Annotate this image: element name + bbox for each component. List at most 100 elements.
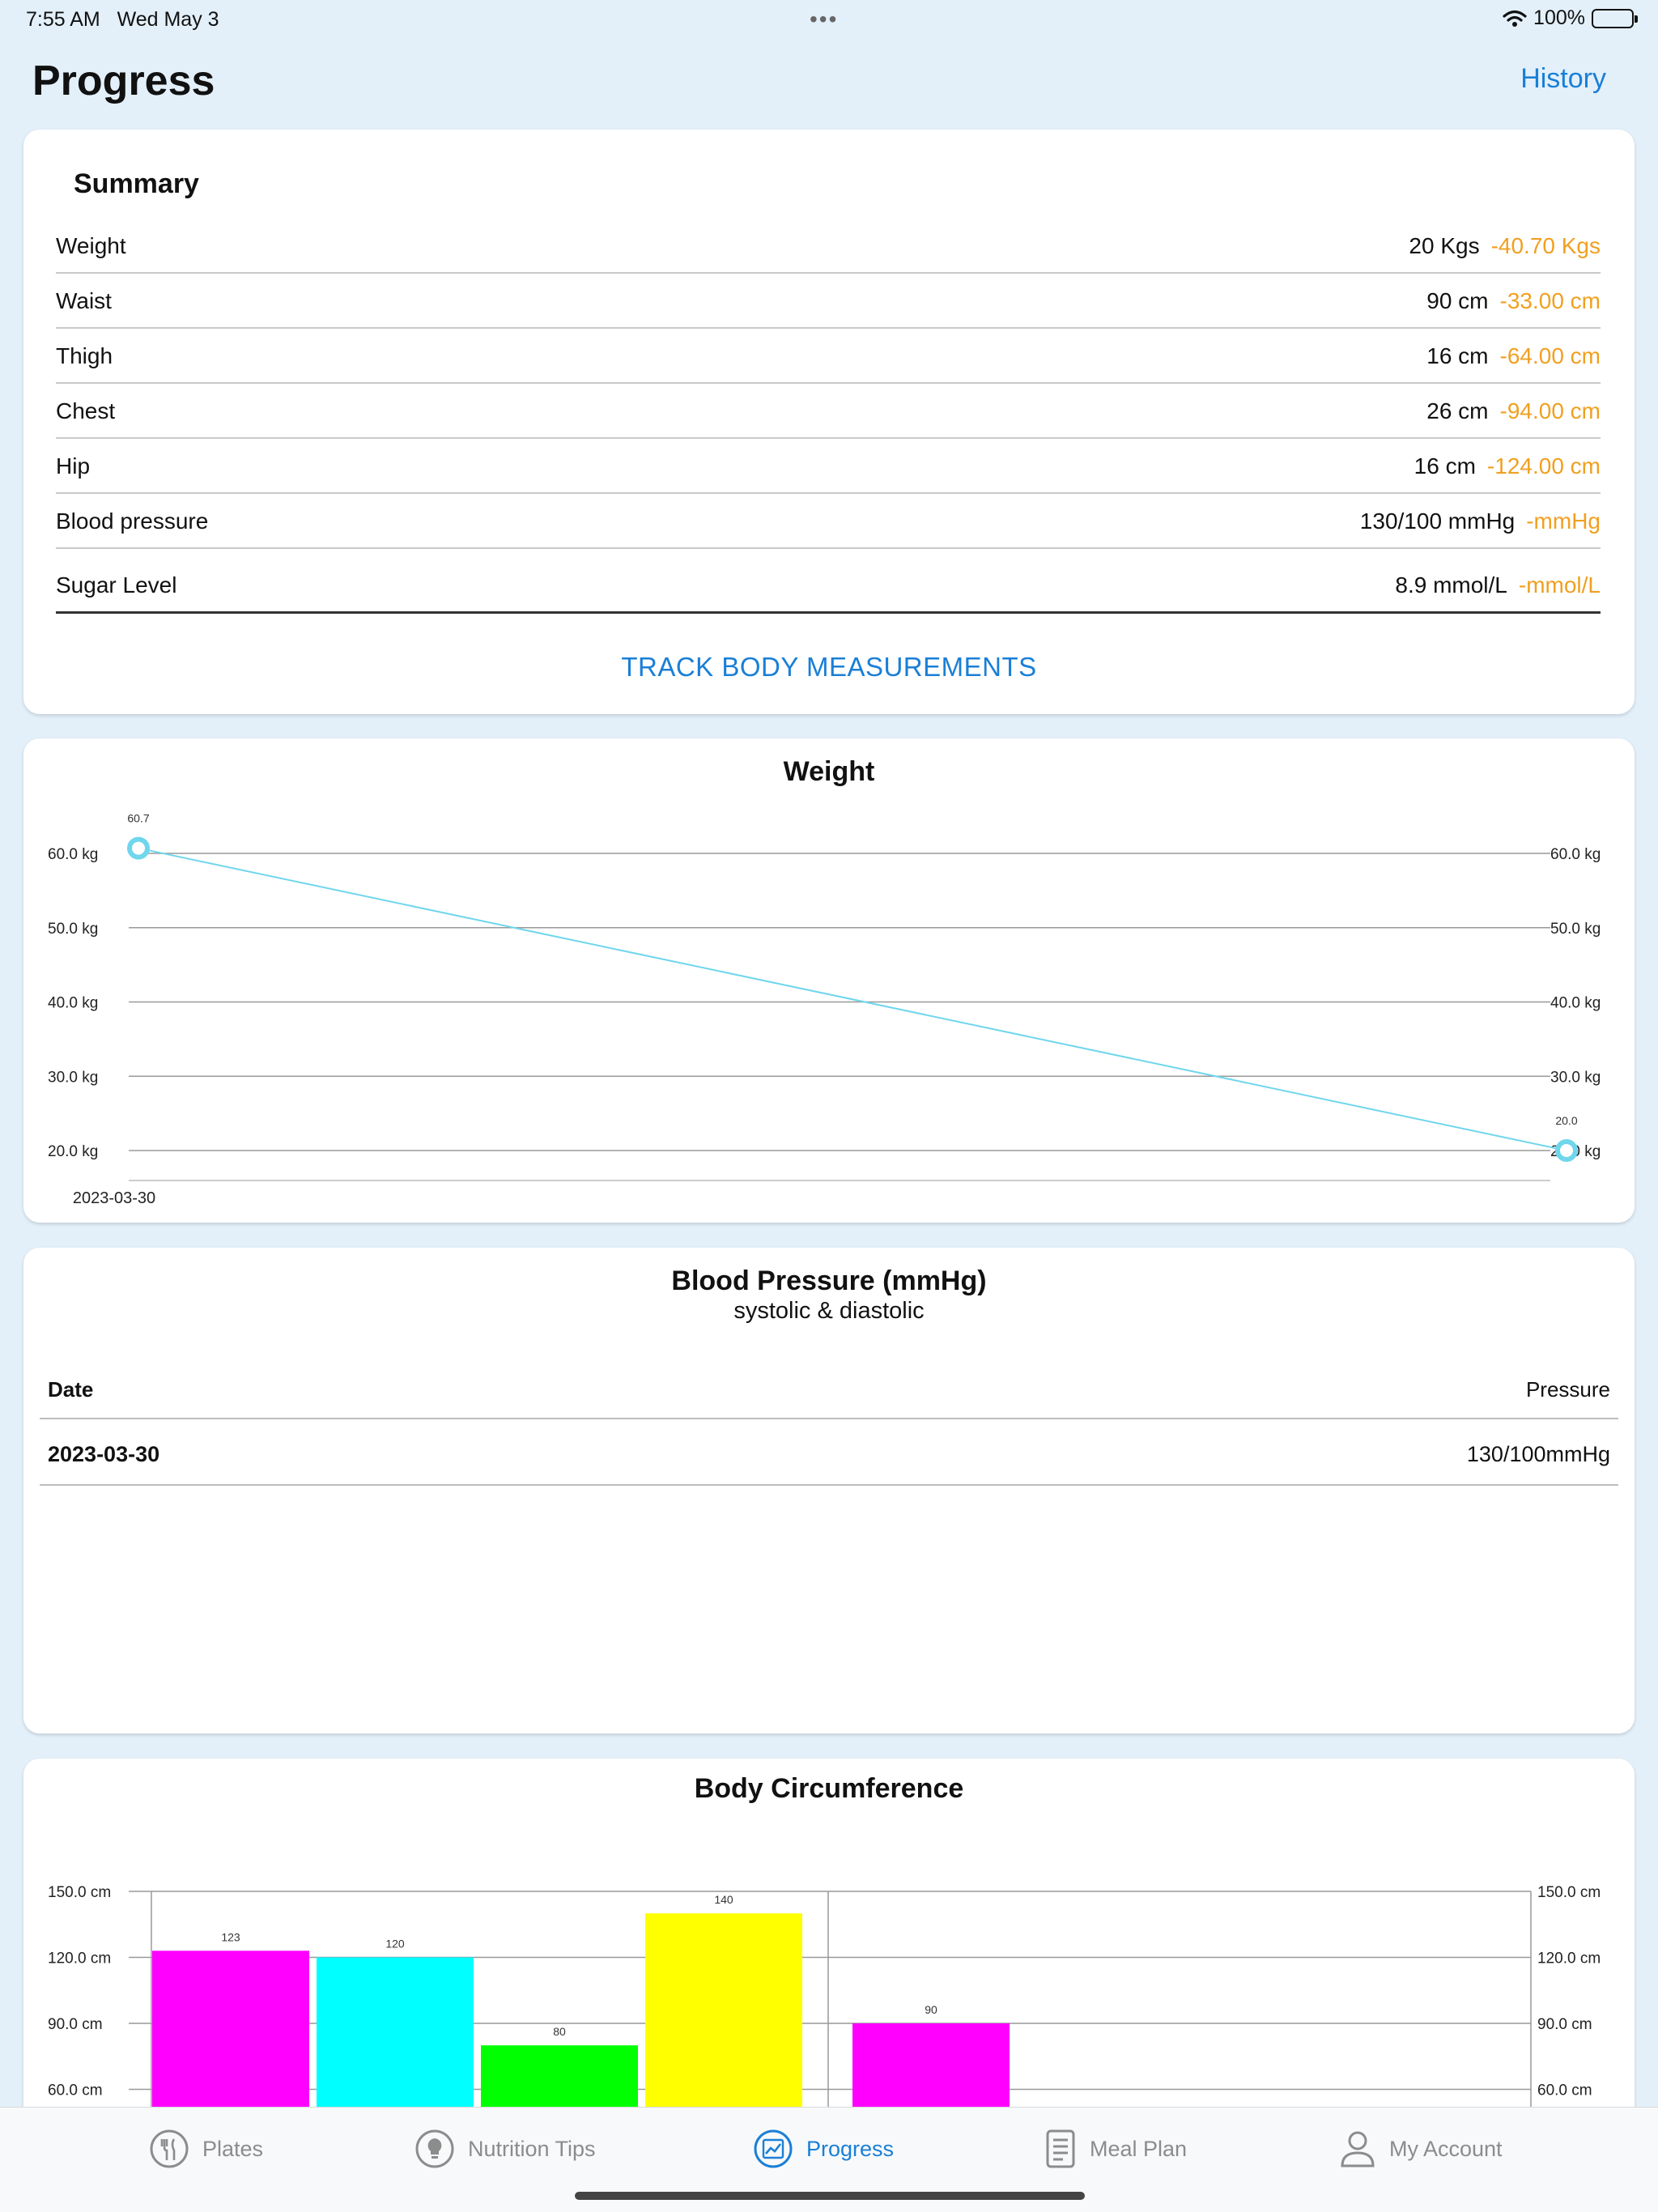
- tab-label: Progress: [806, 2136, 895, 2161]
- tab-my-account[interactable]: My Account: [1339, 2129, 1503, 2169]
- y-tick-label-left: 120.0 cm: [48, 1950, 111, 1967]
- current-value: 26 cm: [1426, 398, 1489, 423]
- y-tick-label-right: 120.0 cm: [1537, 1950, 1601, 1967]
- y-tick-label-right: 150.0 cm: [1537, 1884, 1601, 1901]
- x-tick-label: 2023-03-30: [73, 1189, 155, 1207]
- y-tick-label-right: 50.0 kg: [1550, 921, 1601, 938]
- y-tick-label-right: 60.0 kg: [1550, 846, 1601, 863]
- tab-label: My Account: [1389, 2136, 1503, 2161]
- bar-value-label: 140: [714, 1893, 733, 1906]
- person-icon: [1341, 2131, 1375, 2167]
- home-indicator[interactable]: [575, 2192, 1085, 2200]
- summary-card: Summary Weight 20 Kgs -40.70 Kgs Waist 90 cm…: [23, 130, 1635, 714]
- summary-row-label: Thigh: [56, 343, 113, 368]
- current-value: 90 cm: [1426, 288, 1489, 313]
- page-title: Progress: [32, 57, 215, 104]
- summary-row-value: 16 cm -124.00 cm: [1414, 453, 1601, 479]
- current-value: 16 cm: [1426, 343, 1489, 368]
- current-value: 16 cm: [1414, 453, 1476, 479]
- change-value: -33.00 cm: [1499, 288, 1601, 313]
- y-tick-label-left: 150.0 cm: [48, 1884, 111, 1901]
- blood-pressure-card: Blood Pressure (mmHg) systolic & diastol…: [23, 1248, 1635, 1733]
- y-tick-label-left: 50.0 kg: [48, 921, 98, 938]
- wifi-icon: [1503, 10, 1527, 27]
- tab-meal-plan[interactable]: Meal Plan: [1044, 2129, 1187, 2169]
- change-value: -40.70 Kgs: [1490, 233, 1601, 258]
- tab-progress[interactable]: Progress: [753, 2129, 894, 2169]
- summary-row-label: Waist: [56, 288, 112, 313]
- change-value: -124.00 cm: [1486, 453, 1601, 479]
- summary-row-waist: Waist 90 cm -33.00 cm: [56, 274, 1601, 329]
- y-tick-label-left: 60.0 kg: [48, 846, 98, 863]
- y-tick-label-left: 40.0 kg: [48, 995, 98, 1012]
- weight-chart-title: Weight: [783, 756, 875, 787]
- summary-row-blood-pressure: Blood pressure 130/100 mmHg -mmHg: [56, 494, 1601, 549]
- tab-label: Meal Plan: [1090, 2136, 1188, 2161]
- tab-label: Nutrition Tips: [468, 2136, 596, 2161]
- y-tick-label-right: 30.0 kg: [1550, 1069, 1601, 1086]
- track-body-measurements-button[interactable]: TRACK BODY MEASUREMENTS: [621, 652, 1037, 682]
- multitasking-dots-icon[interactable]: •••: [810, 6, 839, 32]
- y-tick-label-left: 90.0 cm: [48, 2016, 103, 2033]
- tab-plates[interactable]: Plates: [149, 2129, 263, 2169]
- change-value: -64.00 cm: [1499, 343, 1601, 368]
- change-value: -mmHg: [1526, 508, 1601, 534]
- battery-icon: [1592, 8, 1638, 28]
- summary-row-sugar-level: Sugar Level 8.9 mmol/L -mmol/L: [56, 549, 1601, 614]
- battery-percent: 100%: [1533, 6, 1585, 29]
- fork-knife-icon: [150, 2129, 189, 2168]
- current-value: 20 Kgs: [1409, 233, 1480, 258]
- data-point[interactable]: [1555, 1139, 1578, 1162]
- change-value: -94.00 cm: [1499, 398, 1601, 423]
- y-tick-label-right: 90.0 cm: [1537, 2016, 1592, 2033]
- history-button[interactable]: History: [1520, 63, 1606, 94]
- data-label: 20.0: [1555, 1114, 1577, 1127]
- current-value: 130/100 mmHg: [1359, 508, 1516, 534]
- blood-pressure-subtitle: systolic & diastolic: [733, 1298, 925, 1324]
- bar-value-label: 90: [925, 2003, 937, 2016]
- bar-value-label: 80: [553, 2025, 566, 2038]
- summary-row-weight: Weight 20 Kgs -40.70 Kgs: [56, 219, 1601, 274]
- summary-title: Summary: [74, 168, 199, 199]
- data-point[interactable]: [127, 836, 150, 860]
- summary-row-value: 8.9 mmol/L -mmol/L: [1395, 572, 1601, 598]
- summary-row-label: Blood pressure: [56, 508, 209, 534]
- weight-line: [138, 847, 1567, 1151]
- summary-row-label: Weight: [56, 233, 126, 258]
- summary-row-label: Sugar Level: [56, 572, 177, 598]
- tab-nutrition-tips[interactable]: Nutrition Tips: [414, 2129, 596, 2169]
- y-tick-label-right: 40.0 kg: [1550, 995, 1601, 1012]
- tab-label: Plates: [202, 2136, 264, 2161]
- row-date: 2023-03-30: [48, 1442, 160, 1466]
- change-value: -mmol/L: [1518, 572, 1601, 598]
- lightbulb-icon: [415, 2129, 454, 2168]
- y-tick-label-left: 30.0 kg: [48, 1069, 98, 1086]
- chart-icon: [754, 2129, 793, 2168]
- col-pressure: Pressure: [1525, 1377, 1610, 1402]
- table-row: 2023-03-30 130/100mmHg: [40, 1419, 1618, 1486]
- status-bar: 7:55 AM Wed May 3 ••• 100%: [0, 0, 1658, 39]
- summary-row-label: Hip: [56, 453, 91, 479]
- summary-row-value: 130/100 mmHg -mmHg: [1360, 508, 1601, 534]
- y-tick-label-left: 60.0 cm: [48, 2082, 103, 2099]
- summary-row-label: Chest: [56, 398, 116, 423]
- summary-row-value: 90 cm -33.00 cm: [1426, 288, 1601, 314]
- status-time: 7:55 AM Wed May 3: [26, 8, 219, 31]
- status-right: 100%: [1503, 6, 1638, 30]
- summary-row-thigh: Thigh 16 cm -64.00 cm: [56, 329, 1601, 384]
- blood-pressure-title: Blood Pressure (mmHg): [671, 1266, 987, 1296]
- y-tick-label-left: 20.0 kg: [48, 1143, 98, 1160]
- body-circumference-title: Body Circumference: [694, 1773, 964, 1804]
- data-label: 60.7: [127, 812, 149, 825]
- col-date: Date: [48, 1377, 94, 1402]
- current-value: 8.9 mmol/L: [1395, 572, 1507, 598]
- summary-row-value: 16 cm -64.00 cm: [1426, 343, 1601, 369]
- summary-row-value: 26 cm -94.00 cm: [1426, 398, 1601, 424]
- bar-value-label: 120: [385, 1938, 405, 1950]
- row-pressure: 130/100mmHg: [1466, 1442, 1610, 1466]
- summary-row-chest: Chest 26 cm -94.00 cm: [56, 384, 1601, 439]
- blood-pressure-table-header: Date Pressure: [40, 1353, 1618, 1419]
- bar-value-label: 123: [221, 1930, 240, 1943]
